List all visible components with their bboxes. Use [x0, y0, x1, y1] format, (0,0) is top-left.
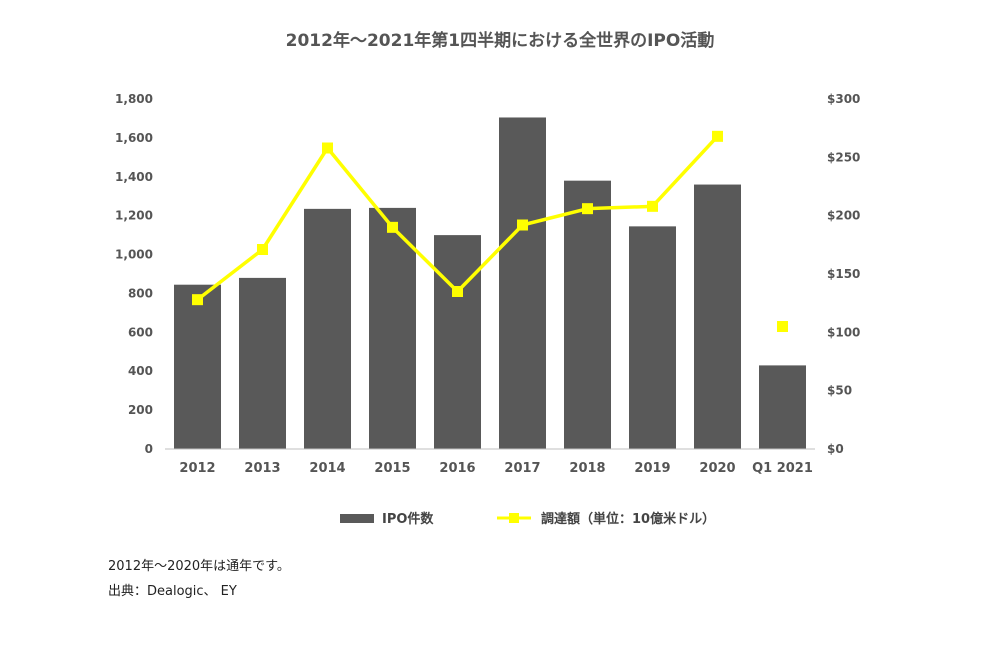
right-tick-label: $200 [827, 209, 860, 223]
line-marker [777, 321, 788, 332]
bar [499, 117, 546, 449]
bar [694, 184, 741, 450]
left-tick-label: 1,000 [115, 248, 153, 262]
bar [434, 235, 481, 449]
left-tick-label: 1,600 [115, 131, 153, 145]
x-tick-label: 2020 [699, 461, 735, 476]
left-axis: 1,800 1,600 1,400 1,200 1,000 800 600 400 200 0 [115, 92, 153, 456]
x-tick-label: 2017 [504, 461, 540, 476]
x-tick-label: 2015 [374, 461, 410, 476]
line-series [192, 130, 788, 332]
left-tick-label: 1,400 [115, 170, 153, 184]
bar [239, 277, 286, 449]
bar [304, 208, 351, 449]
line-marker [387, 221, 398, 233]
line-marker [192, 294, 203, 306]
x-tick-label: 2019 [634, 461, 670, 476]
note-source: 出典：Dealogic、 EY [108, 584, 237, 599]
left-tick-label: 800 [128, 286, 153, 300]
left-tick-label: 0 [145, 442, 153, 456]
bar [759, 365, 806, 449]
legend-line-label: 調達額（単位：10億米ドル） [541, 511, 715, 527]
x-tick-label: 2012 [179, 461, 215, 476]
right-tick-label: $50 [827, 384, 852, 398]
x-tick-label: Q1 2021 [752, 461, 813, 476]
bar [564, 180, 611, 449]
left-tick-label: 600 [128, 325, 153, 339]
right-tick-label: $150 [827, 267, 860, 281]
line-marker [647, 200, 658, 212]
x-tick-label: 2018 [569, 461, 605, 476]
note-period: 2012年〜2020年は通年です。 [108, 559, 290, 574]
right-tick-label: $0 [827, 442, 844, 456]
line-marker [582, 203, 593, 215]
right-tick-label: $100 [827, 325, 860, 339]
bar [369, 207, 416, 449]
line-marker [322, 142, 333, 154]
line-marker [452, 286, 463, 297]
bar [174, 284, 221, 449]
x-axis: 2012 2013 2014 2015 2016 2017 2018 2019 2020 Q1 2… [179, 461, 813, 476]
legend: IPO件数 調達額（単位：10億米ドル） [340, 511, 715, 527]
right-tick-label: $250 [827, 150, 860, 164]
left-tick-label: 1,800 [115, 92, 153, 106]
left-tick-label: 200 [128, 403, 153, 417]
x-tick-label: 2016 [439, 461, 475, 476]
x-tick-label: 2014 [309, 461, 345, 476]
right-axis: $300 $250 $200 $150 $100 $50 $0 [827, 92, 860, 456]
line-marker [712, 130, 723, 142]
chart-title: 2012年〜2021年第1四半期における全世界のIPO活動 [286, 30, 715, 51]
right-tick-label: $300 [827, 92, 860, 106]
line-marker [257, 244, 268, 255]
bar-series [174, 117, 806, 450]
left-tick-label: 400 [128, 364, 153, 378]
bar [629, 226, 676, 449]
legend-bar-swatch [340, 514, 374, 523]
legend-bar-label: IPO件数 [382, 511, 434, 527]
left-tick-label: 1,200 [115, 209, 153, 223]
x-tick-label: 2013 [244, 461, 280, 476]
line-marker [517, 219, 528, 231]
legend-line-marker [509, 513, 519, 523]
